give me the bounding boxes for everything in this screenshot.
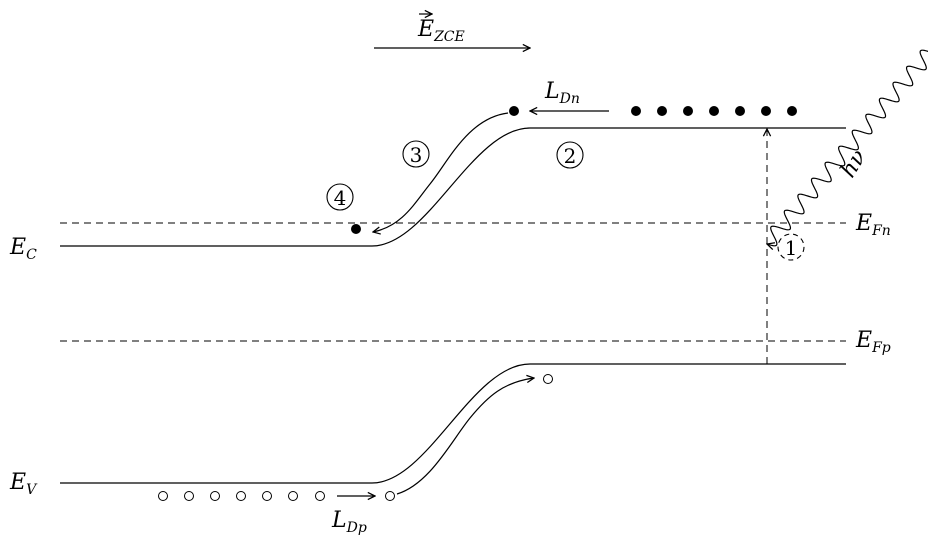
hole-drift-arrow: [396, 378, 534, 495]
fermi-level-n-label: EFn: [855, 211, 891, 239]
hole: [184, 491, 194, 501]
hole: [385, 491, 395, 501]
photon-wave: [767, 49, 928, 246]
hole: [210, 491, 220, 501]
conduction-band-edge: [60, 127, 846, 247]
electron: [683, 106, 693, 116]
step-1-label: 1: [785, 236, 798, 260]
electron: [735, 106, 745, 116]
electron: [509, 106, 519, 116]
electron: [351, 224, 361, 234]
step-3-label: 3: [410, 143, 423, 167]
valence-band-label: EV: [9, 470, 38, 498]
hole-group: [158, 491, 325, 501]
step-2-marker: [556, 141, 584, 169]
hole: [288, 491, 298, 501]
electron: [761, 106, 771, 116]
step-4-marker: [326, 183, 354, 211]
photon-label: hν: [836, 146, 872, 183]
electron-drift-arrow: [373, 112, 509, 232]
electron: [657, 106, 667, 116]
electron: [631, 106, 641, 116]
hole-diffusion-label: LDp: [331, 508, 367, 536]
step-4-label: 4: [334, 186, 347, 210]
electron-diffusion-label: LDn: [544, 79, 580, 107]
fermi-level-p-label: EFp: [855, 328, 891, 356]
valence-band-edge: [60, 363, 846, 484]
hole: [236, 491, 246, 501]
electron: [709, 106, 719, 116]
hole: [543, 374, 553, 384]
field-label: EZCE: [417, 17, 465, 45]
conduction-band-label: EC: [9, 235, 37, 263]
hole: [158, 491, 168, 501]
step-2-label: 2: [564, 144, 577, 168]
electron: [787, 106, 797, 116]
step-3-marker: [402, 140, 430, 168]
hole: [315, 491, 325, 501]
electron-group: [631, 106, 797, 116]
hole: [262, 491, 272, 501]
step-1-marker: [777, 233, 805, 261]
